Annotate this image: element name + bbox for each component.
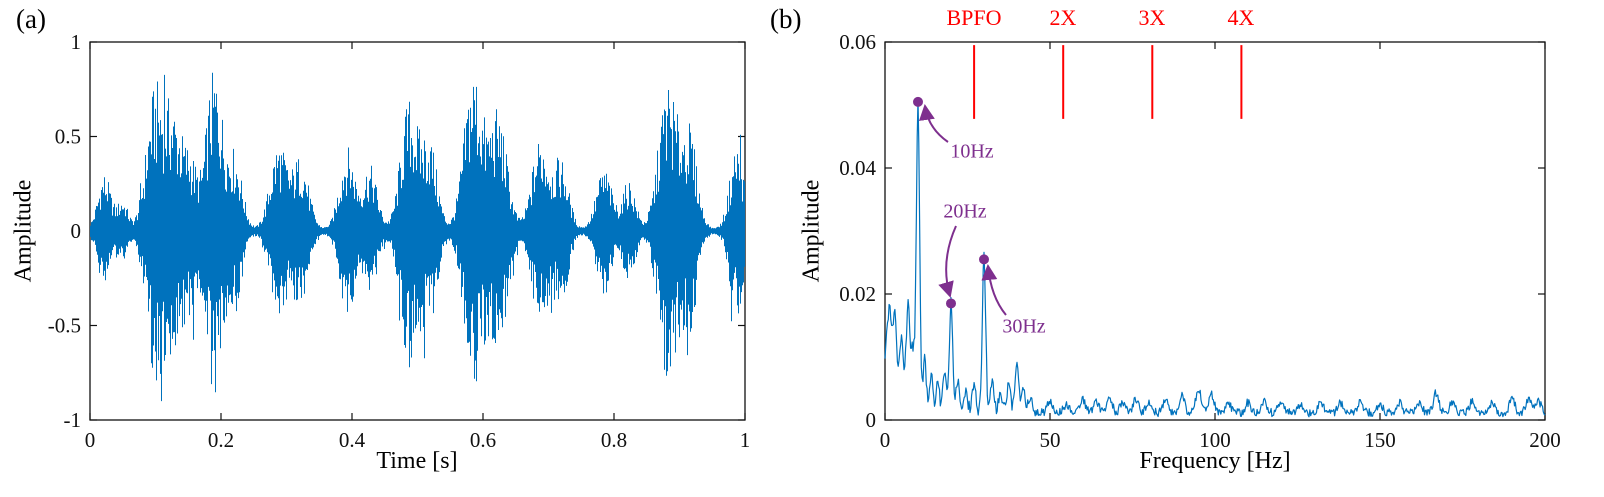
fault-label-4x: 4X [1227,5,1255,30]
fault-label-bpfo: BPFO [946,5,1002,30]
x-tick-label: 150 [1364,428,1396,452]
x-axis-label-a: Time [s] [376,448,458,474]
y-tick-label: 1 [71,30,82,54]
annotation-20hz-label: 20Hz [943,200,987,223]
time-waveform [90,72,745,402]
y-tick-label: 0.06 [839,30,876,54]
x-axis-label-b: Frequency [Hz] [1139,448,1291,474]
annotation-30hz-label: 30Hz [1002,315,1046,338]
fault-label-2x: 2X [1049,5,1077,30]
axes-box [884,41,1546,421]
annotation-10hz-label: 10Hz [950,140,994,163]
y-tick-label: 0.02 [839,282,876,306]
peak-dot [979,254,989,265]
y-tick-label: 0 [71,219,82,243]
panel-b-label: (b) [770,4,802,34]
x-tick-label: 0.2 [208,428,234,452]
annotation-arrow [938,225,957,298]
peak-dot [946,298,956,309]
annotation-arrow [918,104,949,143]
x-tick-label: 0 [880,428,891,452]
y-tick-label: -0.5 [48,314,81,338]
spectrum-line [884,98,1546,418]
x-tick-label: 200 [1529,428,1561,452]
annotation-arrow [981,264,1007,316]
y-axis-label-b: Amplitude [798,179,825,283]
y-axis-label-a: Amplitude [10,179,37,283]
fault-label-3x: 3X [1138,5,1166,30]
y-tick-label: 0.04 [839,156,876,180]
x-tick-label: 0.4 [339,428,366,452]
y-tick-label: 0.5 [55,125,81,149]
x-tick-label: 0 [85,428,96,452]
x-tick-label: 1 [740,428,751,452]
y-tick-label: 0 [866,408,877,432]
panel-a-label: (a) [16,4,46,34]
x-tick-label: 0.8 [601,428,627,452]
x-tick-label: 100 [1199,428,1231,452]
x-tick-label: 50 [1040,428,1061,452]
peak-dot [913,96,923,107]
x-tick-label: 0.6 [470,428,496,452]
y-tick-label: -1 [64,408,82,432]
